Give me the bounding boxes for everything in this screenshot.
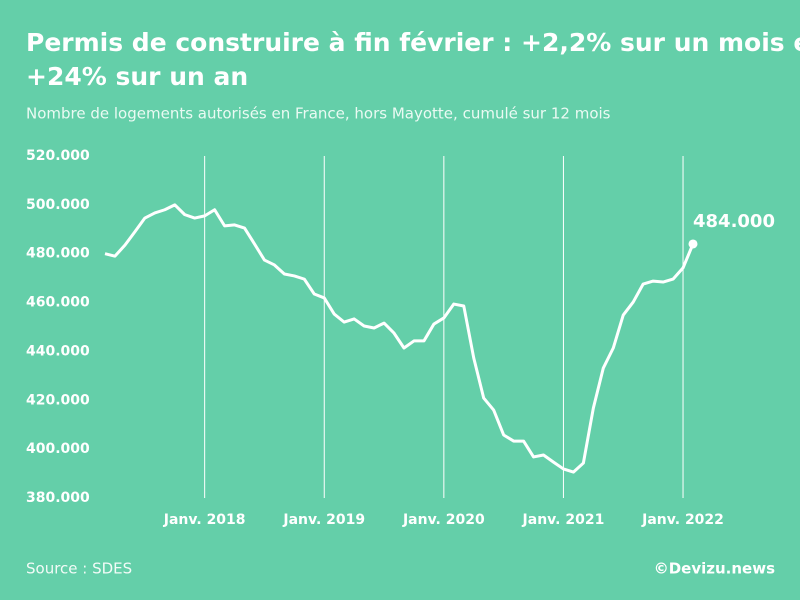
y-tick-label: 440.000 — [26, 343, 90, 359]
y-tick-label: 460.000 — [26, 295, 90, 311]
y-tick-label: 420.000 — [26, 392, 90, 408]
x-tick-label: Janv. 2018 — [163, 512, 246, 528]
chart-subtitle: Nombre de logements autorisés en France,… — [26, 105, 611, 123]
credit: ©Devizu.news — [654, 560, 775, 578]
x-tick-label: Janv. 2020 — [402, 512, 485, 528]
line — [104, 203, 695, 474]
x-tick-label: Janv. 2022 — [641, 512, 724, 528]
x-tick-label: Janv. 2021 — [522, 512, 605, 528]
value-label: 484.000 — [693, 211, 775, 232]
end-point — [688, 239, 698, 249]
x-tick-label: Janv. 2019 — [282, 512, 365, 528]
y-tick-label: 520.000 — [26, 148, 90, 164]
chart-title: Permis de construire à fin février : +2,… — [26, 28, 800, 91]
y-tick-label: 500.000 — [26, 197, 90, 213]
y-tick-label: 480.000 — [26, 246, 90, 262]
y-tick-label: 400.000 — [26, 441, 90, 457]
source: Source : SDES — [26, 560, 132, 578]
y-tick-label: 380.000 — [26, 490, 90, 506]
